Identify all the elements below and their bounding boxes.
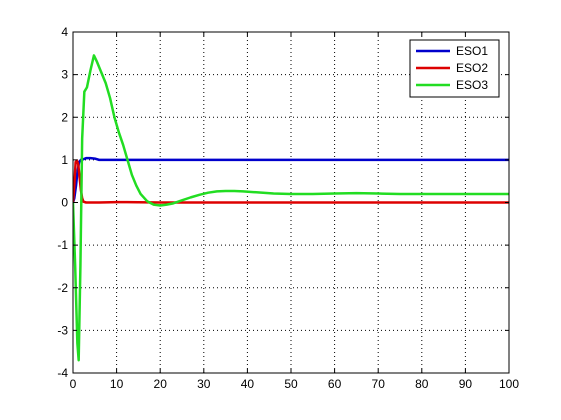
y-tick-label: 2: [61, 110, 68, 124]
x-tick-label: 40: [241, 377, 255, 391]
y-tick-label: 1: [61, 153, 68, 167]
legend-label-eso3: ESO3: [456, 78, 488, 92]
legend-label-eso2: ESO2: [456, 61, 488, 75]
series-line-eso2: [73, 159, 509, 204]
y-tick-label: -3: [57, 323, 68, 337]
x-tick-label: 20: [154, 377, 168, 391]
x-tick-label: 50: [284, 377, 298, 391]
series-line-eso3: [73, 54, 509, 362]
x-tick-label: 80: [415, 377, 429, 391]
legend: ESO1 ESO2 ESO3: [409, 39, 500, 98]
x-tick-label: 10: [110, 377, 124, 391]
x-tick-label: 0: [70, 377, 77, 391]
x-tick-label: 60: [328, 377, 342, 391]
y-tick-label: 4: [61, 25, 68, 39]
legend-label-eso1: ESO1: [456, 44, 488, 58]
x-tick-label: 90: [459, 377, 473, 391]
x-tick-label: 30: [197, 377, 211, 391]
y-tick-label: -4: [57, 366, 68, 380]
y-tick-label: -1: [57, 238, 68, 252]
y-tick-label: 3: [61, 68, 68, 82]
x-tick-label: 100: [499, 377, 519, 391]
y-tick-label: 0: [61, 196, 68, 210]
axis-ticks: 0 10 20 30 40 50 60 70 80 90 100 -4 -3 -2 -1 0 1 2 3 4: [57, 25, 519, 391]
x-tick-label: 70: [372, 377, 386, 391]
series-lines: [73, 54, 509, 362]
series-line-eso1: [73, 156, 509, 203]
y-tick-label: -2: [57, 281, 68, 295]
